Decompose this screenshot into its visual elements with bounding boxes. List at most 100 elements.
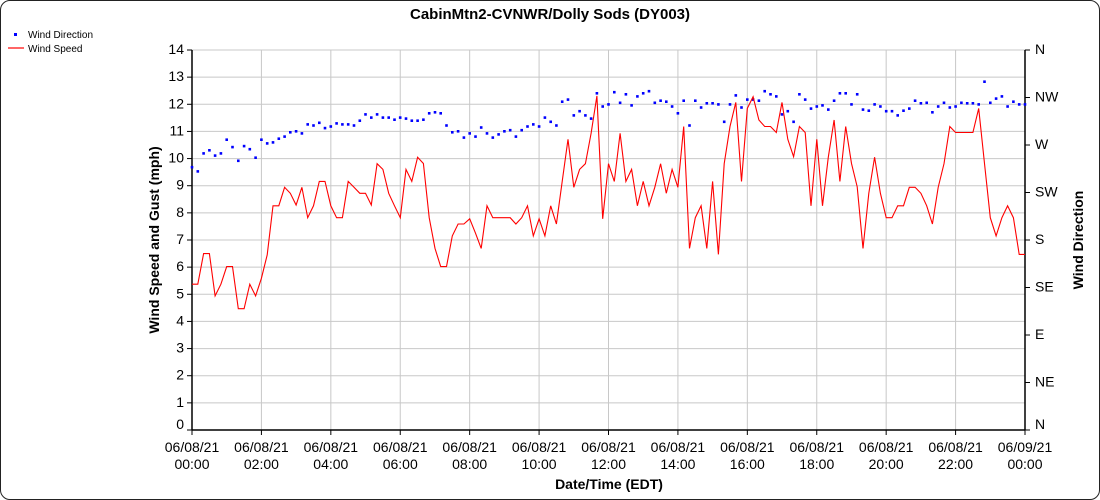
wind-direction-point [479,126,483,129]
wind-direction-point [560,100,564,103]
wind-direction-point [427,112,431,115]
x-tick-date: 06/08/21 [442,439,497,455]
wind-direction-point [555,124,558,127]
wind-direction-point [335,122,338,125]
wind-direction-point [346,123,350,126]
y2-tick-label: SW [1035,184,1058,200]
wind-direction-point [352,124,356,127]
wind-direction-point [375,113,379,116]
y-tick-label: 7 [176,231,184,247]
wind-direction-point [1006,105,1009,108]
wind-direction-point [497,133,500,136]
wind-direction-point [670,105,674,108]
x-tick-date: 06/09/21 [998,439,1053,455]
wind-direction-point [456,130,460,133]
wind-direction-point [491,136,495,139]
y2-tick-label: S [1035,231,1044,247]
wind-direction-point [971,102,975,105]
wind-direction-point [445,124,448,127]
wind-direction-point [514,135,518,138]
wind-direction-point [225,138,228,141]
wind-direction-point [451,131,454,134]
wind-direction-point [410,119,414,122]
y-tick-label: 12 [168,95,184,111]
x-tick-date: 06/08/21 [790,439,845,455]
wind-direction-point [832,99,836,102]
wind-direction-point [578,109,581,113]
x-tick-date: 06/08/21 [234,439,289,455]
wind-direction-point [694,99,697,102]
wind-direction-point [323,126,327,130]
wind-direction-point [792,120,795,124]
wind-direction-point [231,145,234,149]
wind-direction-point [994,97,998,100]
wind-direction-point [370,116,373,119]
y-tick-label: 4 [176,312,184,328]
wind-direction-point [589,117,593,120]
wind-direction-point [1012,100,1015,103]
wind-direction-point [213,154,217,157]
wind-direction-point [983,80,986,83]
wind-direction-point [931,111,934,114]
wind-direction-point [277,137,281,140]
wind-direction-point [237,159,240,163]
wind-direction-point [364,113,367,116]
wind-direction-point [751,98,755,101]
wind-direction-point [439,112,442,115]
wind-direction-point [202,152,205,155]
wind-direction-point [769,93,772,96]
x-tick-date: 06/08/21 [859,439,914,455]
legend: Wind Direction Wind Speed [8,30,93,55]
wind-direction-point [803,98,807,101]
grid [192,49,1025,430]
y2-tick-label: NE [1035,374,1054,390]
wind-direction-point [566,98,570,101]
wind-direction-point [595,92,599,95]
y2-tick-label: W [1035,136,1049,152]
wind-direction-point [636,95,639,98]
series [190,80,1027,310]
x-tick-time: 20:00 [869,456,904,472]
wind-direction-point [948,106,952,109]
wind-direction-point [740,106,743,109]
x-tick-date: 06/08/21 [512,439,567,455]
wind-direction-point [913,99,917,102]
wind-direction-point [925,101,928,105]
x-axis-label: Date/Time (EDT) [555,476,663,492]
y-tick-label: 3 [176,340,184,356]
wind-direction-point [508,128,512,132]
axes: 0123456789101112131406/08/2100:0006/08/2… [165,41,1059,472]
wind-direction-point [977,103,980,106]
wind-direction-point [624,93,628,96]
y-tick-label: 9 [176,177,184,193]
x-tick-date: 06/08/21 [720,439,775,455]
y-tick-label: 10 [168,150,184,166]
y2-tick-label: N [1035,41,1045,57]
wind-direction-point [838,92,842,95]
wind-direction-point [884,109,888,113]
wind-direction-point [676,112,680,115]
wind-direction-point [717,103,720,106]
x-tick-date: 06/08/21 [928,439,983,455]
wind-direction-point [520,128,523,132]
wind-direction-point [775,95,778,98]
x-tick-date: 06/08/21 [581,439,636,455]
wind-direction-point [850,103,853,106]
y-axis-label: Wind Speed and Gust (mph) [146,146,162,333]
wind-direction-point [705,102,709,105]
wind-direction-point [630,104,633,107]
wind-direction-point [867,109,871,112]
wind-direction-point [196,170,200,173]
wind-direction-point [861,108,865,111]
x-tick-time: 02:00 [244,456,279,472]
legend-wind-speed: Wind Speed [28,44,82,55]
y-tick-label: 14 [168,41,184,57]
wind-direction-point [532,123,535,126]
wind-direction-point [404,117,408,120]
y2-tick-label: E [1035,326,1044,342]
wind-speed-line [192,95,1025,310]
legend-wind-direction: Wind Direction [28,30,93,41]
wind-direction-point [398,116,402,119]
wind-direction-point [381,116,385,119]
wind-direction-point [526,125,529,128]
